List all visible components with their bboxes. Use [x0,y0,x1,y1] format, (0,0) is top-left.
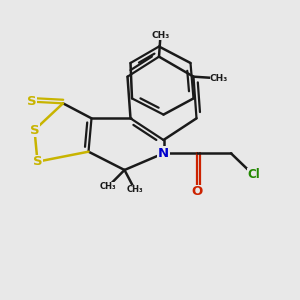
Text: N: N [158,147,169,160]
Text: S: S [27,95,36,108]
Text: S: S [33,155,42,168]
Text: S: S [30,124,39,136]
Text: CH₃: CH₃ [210,74,228,83]
Text: Cl: Cl [247,169,260,182]
Text: O: O [191,185,202,198]
Text: CH₃: CH₃ [127,185,143,194]
Text: CH₃: CH₃ [152,31,169,40]
Text: CH₃: CH₃ [100,182,116,191]
